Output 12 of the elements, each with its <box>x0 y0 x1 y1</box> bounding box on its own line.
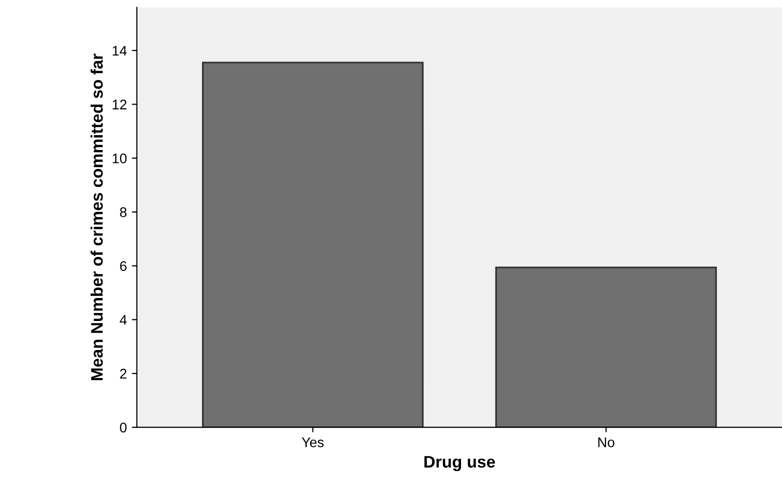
y-axis-title: Mean Number of crimes committed so far <box>90 54 103 380</box>
y-tick-label: 10 <box>112 153 127 164</box>
x-tick-label: Yes <box>302 438 324 448</box>
y-tick-label: 12 <box>112 100 126 110</box>
y-tick-label: 6 <box>120 261 127 271</box>
y-tick-label: 4 <box>120 315 127 325</box>
y-tick-label: 14 <box>112 46 127 56</box>
y-tick-label: 2 <box>120 368 126 379</box>
y-tick-label: 0 <box>120 422 127 432</box>
y-tick-label: 8 <box>120 207 127 218</box>
x-tick-label: No <box>598 438 614 448</box>
x-axis-title: Drug use <box>424 456 495 472</box>
